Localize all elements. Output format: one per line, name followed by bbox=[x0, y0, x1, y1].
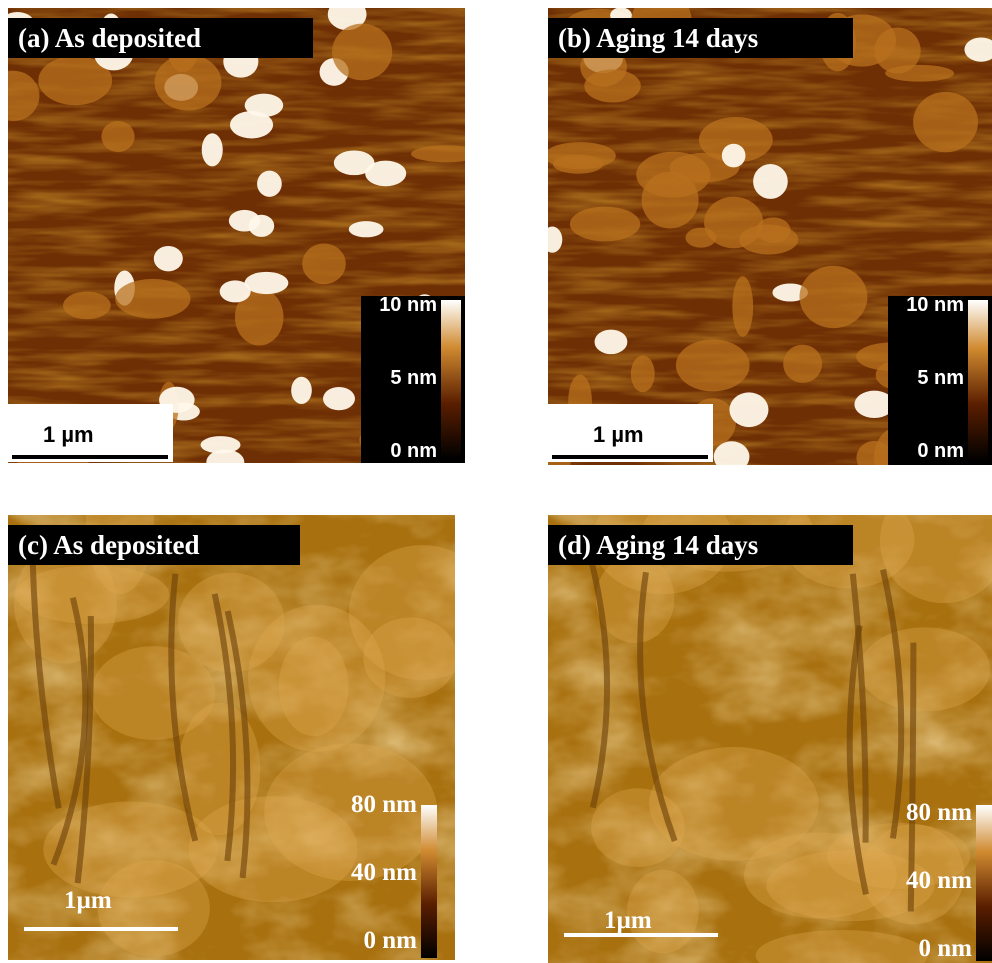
particle bbox=[714, 441, 750, 472]
particle bbox=[753, 164, 788, 199]
colorbar-label: 5 nm bbox=[390, 367, 437, 389]
figure: (a) As deposited1 µm10 nm5 nm0 nm(b) Agi… bbox=[0, 0, 992, 963]
scale-label: 1µm bbox=[604, 907, 652, 934]
particle bbox=[783, 345, 822, 383]
colorbar-label: 80 nm bbox=[906, 799, 972, 826]
colorbar-label: 0 nm bbox=[917, 440, 964, 462]
colorbar bbox=[441, 300, 461, 459]
particle bbox=[155, 55, 222, 111]
afm-panel: (d) Aging 14 days 1µm 80 nm 40 nm 0 nm bbox=[548, 478, 992, 963]
particle bbox=[334, 150, 375, 175]
particle bbox=[154, 246, 183, 271]
panel-label: (a) As deposited bbox=[18, 23, 201, 53]
particle bbox=[63, 292, 111, 320]
particle bbox=[553, 155, 603, 174]
scale-label: 1 µm bbox=[593, 422, 644, 447]
colorbar-label: 0 nm bbox=[390, 440, 437, 462]
particle bbox=[257, 171, 282, 197]
afm-panel: (a) As deposited 1 µm 10 nm 5 nm 0 nm bbox=[0, 0, 482, 480]
grain bbox=[649, 747, 819, 861]
particle bbox=[570, 207, 640, 242]
grain bbox=[15, 565, 169, 624]
particle bbox=[704, 197, 763, 248]
colorbar bbox=[421, 805, 437, 958]
colorbar-label: 10 nm bbox=[906, 294, 964, 316]
particle bbox=[115, 279, 190, 319]
particle bbox=[799, 266, 867, 328]
particle bbox=[856, 441, 892, 475]
particle bbox=[913, 92, 978, 152]
colorbar bbox=[976, 805, 992, 961]
grain bbox=[363, 617, 457, 698]
particle bbox=[245, 272, 289, 294]
scale-label: 1µm bbox=[64, 887, 112, 914]
page: (a) As deposited1 µm10 nm5 nm0 nm(b) Agi… bbox=[0, 0, 992, 963]
grain bbox=[596, 555, 675, 643]
particle bbox=[584, 69, 641, 102]
particle bbox=[323, 387, 355, 410]
grain bbox=[860, 627, 991, 711]
particle bbox=[631, 356, 655, 393]
colorbar-label: 0 nm bbox=[919, 935, 973, 962]
colorbar-label: 80 nm bbox=[351, 791, 417, 818]
panel-label: (c) As deposited bbox=[18, 530, 200, 560]
particle bbox=[729, 392, 768, 427]
colorbar-label: 10 nm bbox=[379, 294, 437, 316]
colorbar-label: 0 nm bbox=[364, 927, 418, 954]
particle bbox=[595, 330, 628, 355]
afm-panel: (c) As deposited 1µm 80 nm 40 nm 0 nm bbox=[8, 451, 495, 960]
particle bbox=[411, 145, 481, 162]
particle bbox=[245, 94, 284, 117]
particle bbox=[642, 172, 699, 229]
particle bbox=[332, 24, 392, 81]
colorbar-label: 40 nm bbox=[906, 867, 972, 894]
particle bbox=[722, 144, 746, 168]
particle bbox=[291, 377, 312, 404]
afm-panel: (b) Aging 14 days 1 µm 10 nm 5 nm 0 nm bbox=[537, 0, 992, 488]
particle bbox=[349, 221, 384, 237]
colorbar-label: 40 nm bbox=[351, 859, 417, 886]
panel-label: (b) Aging 14 days bbox=[558, 23, 758, 53]
panel-label: (d) Aging 14 days bbox=[558, 530, 758, 560]
colorbar bbox=[968, 300, 988, 461]
particle bbox=[101, 121, 134, 152]
scale-label: 1 µm bbox=[43, 422, 94, 447]
particle bbox=[732, 276, 753, 337]
particle bbox=[302, 243, 346, 284]
particle bbox=[202, 133, 223, 166]
colorbar-label: 5 nm bbox=[917, 367, 964, 389]
particle bbox=[676, 339, 750, 391]
particle bbox=[542, 227, 562, 253]
particle bbox=[201, 436, 241, 453]
particle bbox=[249, 215, 275, 237]
